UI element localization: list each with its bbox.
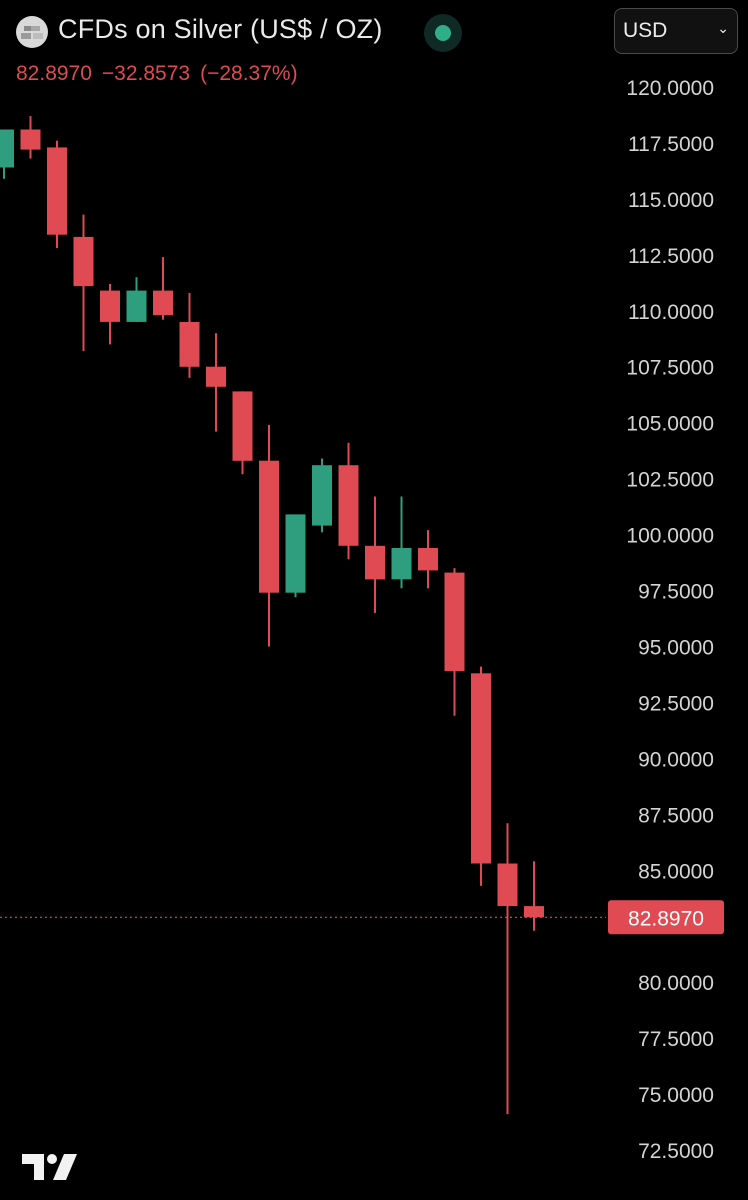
y-axis-tick-label: 72.5000 <box>638 1140 714 1163</box>
y-axis-tick-label: 120.0000 <box>626 77 714 100</box>
candle-body <box>47 147 67 235</box>
y-axis-tick-label: 92.5000 <box>638 692 714 715</box>
candle-body <box>179 322 200 367</box>
candle-body <box>365 545 385 580</box>
candle-body <box>232 391 253 461</box>
candle-body <box>338 465 359 546</box>
y-axis-tick-label: 90.0000 <box>638 748 714 771</box>
y-axis-tick-label: 107.5000 <box>626 357 714 380</box>
y-axis-tick-label: 102.5000 <box>626 469 714 492</box>
y-axis-tick-label: 85.0000 <box>638 860 714 883</box>
candle-body <box>0 129 14 168</box>
candle-body <box>100 290 120 322</box>
y-axis-tick-label: 80.0000 <box>638 972 714 995</box>
market-status-dot-icon <box>424 14 462 52</box>
silver-bars-icon <box>16 16 48 48</box>
chevron-down-icon: ⌄ <box>717 20 729 36</box>
candle-body <box>471 673 491 864</box>
y-axis-tick-label: 95.0000 <box>638 637 714 660</box>
y-axis-tick-label: 100.0000 <box>626 525 714 548</box>
candle-body <box>206 366 226 387</box>
candle-body <box>524 906 544 918</box>
current-price-label: 82.8970 <box>628 907 704 930</box>
candle-body <box>285 514 306 593</box>
price-change-percent: (−28.37%) <box>200 62 298 85</box>
candle-body <box>259 460 279 593</box>
price-change: −32.8573 <box>101 62 191 85</box>
candle-body <box>126 290 147 322</box>
y-axis-tick-label: 112.5000 <box>628 245 714 268</box>
candle-body <box>153 290 173 316</box>
last-price: 82.8970 <box>16 62 92 85</box>
candle-body <box>20 129 41 150</box>
y-axis-tick-label: 105.0000 <box>626 413 714 436</box>
candle-body <box>73 236 94 287</box>
currency-select[interactable]: USD ⌄ <box>614 8 738 54</box>
candle-body <box>444 572 465 672</box>
y-axis-tick-label: 75.0000 <box>638 1084 714 1107</box>
candle-body <box>391 548 412 580</box>
current-price-badge <box>608 900 724 935</box>
y-axis-tick-label: 97.5000 <box>638 581 714 604</box>
y-axis-tick-label: 87.5000 <box>638 804 714 827</box>
candle-body <box>418 548 438 571</box>
y-axis-tick-label: 77.5000 <box>638 1028 714 1051</box>
candle-body <box>312 465 332 526</box>
chart-header: CFDs on Silver (US$ / OZ) 82.8970 −32.857… <box>0 0 748 100</box>
price-change-row: 82.8970 −32.8573 (−28.37%) <box>16 62 308 86</box>
currency-label: USD <box>623 19 668 42</box>
tradingview-logo-icon[interactable] <box>20 1150 80 1184</box>
market-status-dot <box>435 25 451 41</box>
candle-body <box>497 863 518 906</box>
y-axis-tick-label: 110.0000 <box>628 301 714 324</box>
symbol-title[interactable]: CFDs on Silver (US$ / OZ) <box>58 14 383 44</box>
y-axis-tick-label: 117.5000 <box>628 133 714 156</box>
y-axis-tick-label: 115.0000 <box>628 189 714 212</box>
